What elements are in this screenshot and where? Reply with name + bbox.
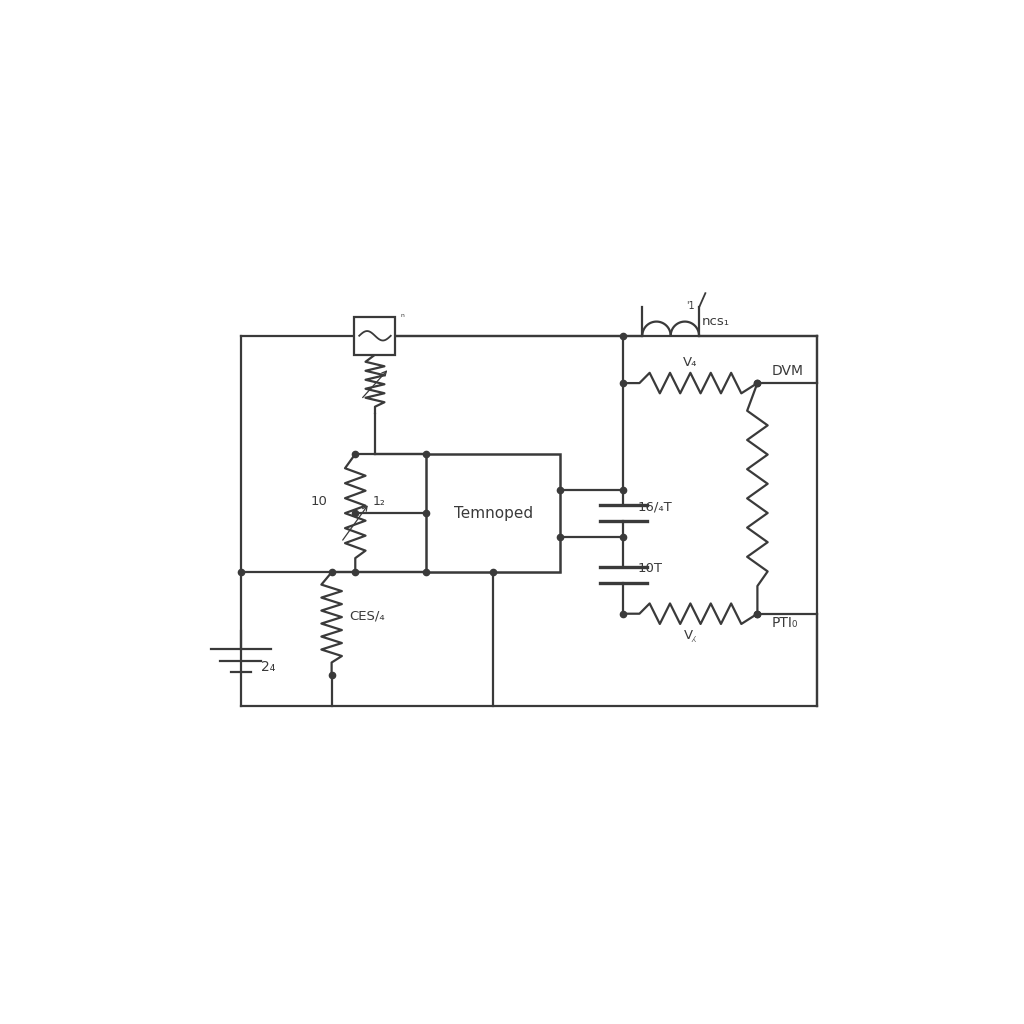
Text: 2₄: 2₄ — [261, 659, 275, 674]
Text: ncs₁: ncs₁ — [702, 315, 730, 328]
Bar — [426, 454, 560, 572]
Text: 1₂: 1₂ — [373, 495, 385, 508]
Text: V₄: V₄ — [683, 356, 697, 369]
Text: 16/₄T: 16/₄T — [638, 501, 673, 513]
Bar — [354, 316, 395, 354]
Text: 10: 10 — [311, 495, 328, 508]
Text: V⁁: V⁁ — [684, 630, 696, 642]
Text: PTI₀: PTI₀ — [772, 616, 798, 630]
Text: CES/₄: CES/₄ — [349, 609, 385, 623]
Text: ⁿ: ⁿ — [400, 312, 404, 323]
Text: DVM: DVM — [772, 365, 804, 378]
Text: '1: '1 — [686, 301, 695, 311]
Text: 10T: 10T — [638, 562, 663, 575]
Text: Temnoped: Temnoped — [454, 506, 532, 520]
